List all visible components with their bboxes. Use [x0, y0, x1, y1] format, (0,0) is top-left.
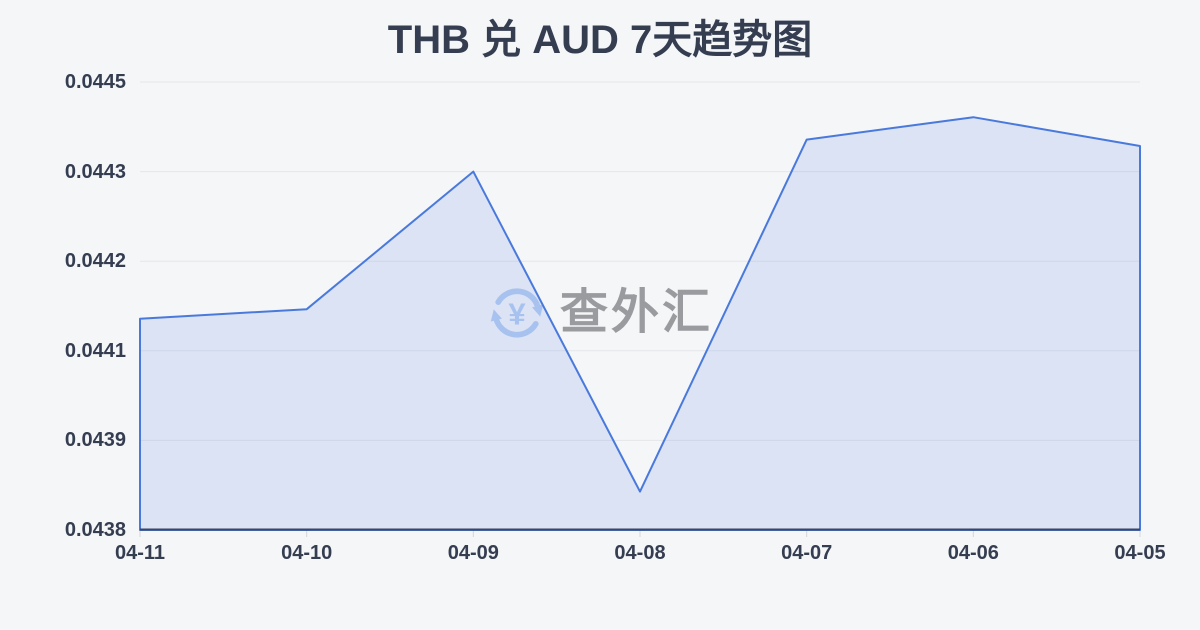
chart-title: THB 兑 AUD 7天趋势图 [387, 18, 813, 62]
x-axis-label: 04-09 [447, 542, 499, 564]
watermark: ¥ 查外汇 [486, 281, 713, 345]
y-axis-label: 0.0441 [64, 339, 126, 362]
watermark-text: 查外汇 [560, 286, 714, 339]
y-axis-label: 0.0445 [64, 71, 126, 93]
x-axis-label: 04-08 [614, 542, 666, 564]
x-axis-label: 04-06 [947, 542, 999, 564]
y-axis-label: 0.0442 [64, 250, 126, 273]
y-axis-label: 0.0438 [64, 519, 126, 541]
currency-exchange-icon: ¥ [490, 288, 544, 338]
x-axis-label: 04-05 [1114, 542, 1166, 564]
yuan-symbol: ¥ [508, 296, 526, 331]
x-axis-label: 04-11 [114, 542, 166, 564]
y-axis-label: 0.0439 [64, 429, 126, 452]
x-axis-label: 04-07 [781, 542, 833, 564]
x-axis-label: 04-10 [281, 542, 333, 564]
y-axis-label: 0.0443 [64, 160, 126, 183]
